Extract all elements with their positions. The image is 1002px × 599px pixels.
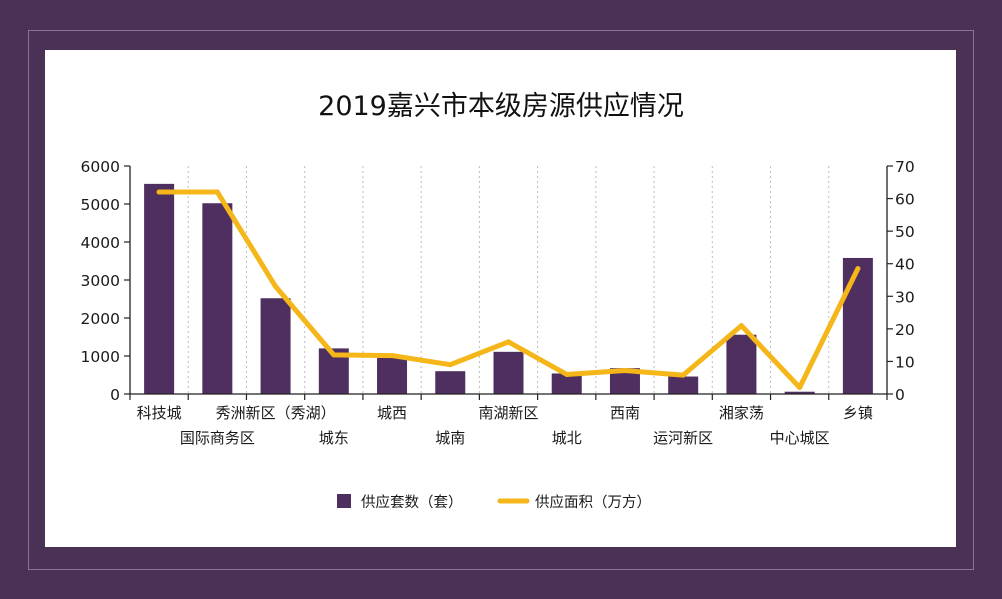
line-point — [797, 384, 803, 390]
line-point — [680, 372, 686, 378]
line-point — [389, 353, 395, 359]
line-point — [331, 352, 337, 358]
category-label: 城东 — [319, 429, 349, 447]
bar-series — [144, 183, 873, 394]
left-tick-label: 0 — [110, 386, 120, 404]
line-series — [156, 189, 861, 390]
line-point — [855, 266, 861, 272]
line-point — [156, 189, 162, 195]
category-label: 城西 — [377, 404, 407, 422]
left-tick-label: 4000 — [81, 234, 120, 252]
right-tick-label: 30 — [895, 288, 915, 306]
category-label: 湘家荡 — [719, 404, 764, 422]
bar — [144, 183, 175, 394]
bar — [260, 298, 291, 394]
category-label: 城南 — [435, 429, 465, 447]
right-tick-label: 0 — [895, 386, 905, 404]
axes: 0 1000 2000 3000 4000 5000 6000 0 10 20 30 40 50 60 70… — [81, 158, 915, 447]
category-label: 科技城 — [137, 404, 182, 422]
line-point — [214, 189, 220, 195]
left-tick-label: 2000 — [81, 310, 120, 328]
right-tick-label: 70 — [895, 158, 915, 176]
left-tick-label: 1000 — [81, 348, 120, 366]
right-tick-label: 10 — [895, 353, 915, 371]
right-tick-label: 40 — [895, 256, 915, 274]
legend-line-label: 供应面积（万方） — [535, 493, 651, 511]
bar — [493, 351, 524, 394]
chart-title: 2019嘉兴市本级房源供应情况 — [318, 91, 684, 122]
bar — [377, 357, 408, 394]
bar — [842, 257, 873, 394]
category-label: 运河新区 — [653, 429, 713, 447]
category-label: 秀洲新区（秀湖） — [216, 404, 336, 422]
category-label: 城北 — [552, 429, 582, 447]
right-tick-label: 60 — [895, 191, 915, 209]
bar — [784, 391, 815, 394]
bar — [668, 376, 699, 394]
bar — [726, 334, 757, 394]
bar — [435, 371, 466, 394]
line-point — [273, 284, 279, 290]
line-point — [447, 362, 453, 368]
outer-frame — [28, 30, 974, 570]
legend-bar-swatch — [337, 494, 351, 508]
line-point — [622, 368, 628, 374]
legend: 供应套数（套） 供应面积（万方） — [337, 493, 651, 511]
left-tick-label: 5000 — [81, 196, 120, 214]
left-tick-label: 6000 — [81, 158, 120, 176]
line-point — [506, 339, 511, 345]
category-label: 乡镇 — [843, 404, 873, 422]
left-tick-label: 3000 — [81, 272, 120, 290]
bar — [551, 373, 582, 394]
category-label: 南湖新区 — [478, 404, 538, 422]
category-label: 国际商务区 — [180, 429, 255, 447]
category-label: 中心城区 — [770, 429, 830, 447]
category-label: 西南 — [610, 404, 640, 422]
bar — [202, 203, 233, 394]
legend-bar-label: 供应套数（套） — [361, 493, 463, 511]
right-tick-label: 20 — [895, 321, 915, 339]
right-tick-label: 50 — [895, 223, 915, 241]
line-point — [738, 323, 744, 329]
line-point — [564, 371, 570, 377]
chart-card — [45, 50, 956, 547]
